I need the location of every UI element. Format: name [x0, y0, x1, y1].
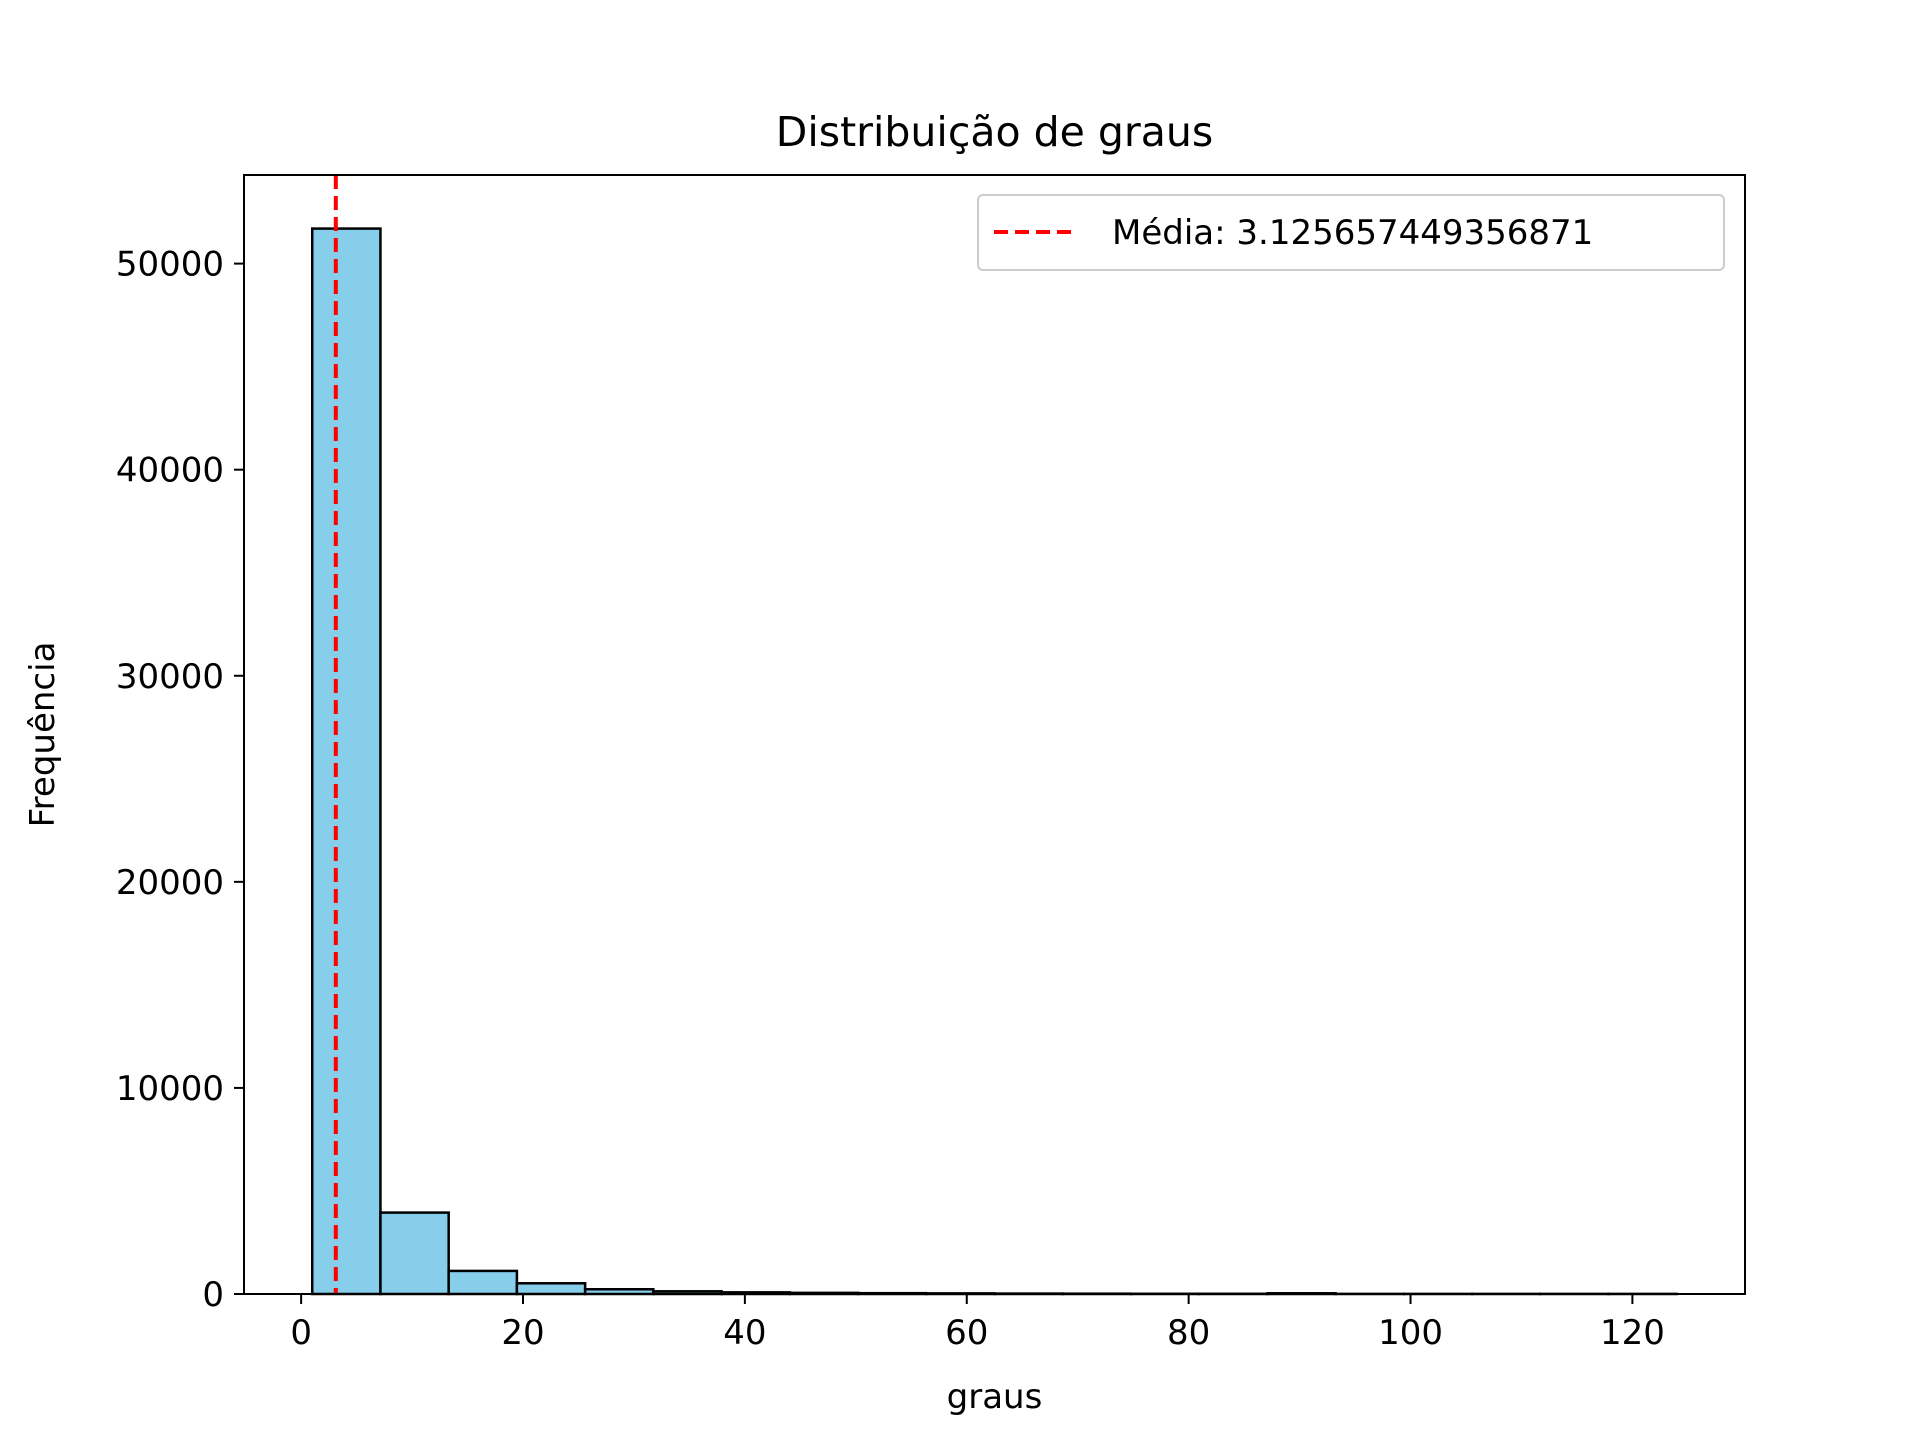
- histogram-bar: [447, 1269, 519, 1296]
- legend-mean-label: Média: 3.125657449356871: [1112, 213, 1593, 253]
- x-axis-label: graus: [947, 1377, 1043, 1417]
- y-axis-ticks: 0 10000 20000 30000 40000 50000: [116, 245, 244, 1315]
- y-tick-label: 30000: [116, 657, 224, 697]
- y-tick-label: 40000: [116, 451, 224, 491]
- x-tick-label: 80: [1167, 1313, 1210, 1353]
- x-tick-label: 0: [290, 1313, 312, 1353]
- histogram-bar: [310, 227, 382, 1296]
- y-axis-label: Frequência: [23, 642, 63, 828]
- legend: Média: 3.125657449356871: [977, 194, 1725, 271]
- histogram-bar: [379, 1211, 450, 1296]
- y-tick-label: 10000: [116, 1069, 224, 1109]
- chart-title: Distribuição de graus: [776, 108, 1213, 156]
- y-tick-label: 20000: [116, 863, 224, 903]
- x-tick-label: 20: [501, 1313, 544, 1353]
- y-tick-label: 50000: [116, 245, 224, 285]
- x-tick-label: 40: [723, 1313, 766, 1353]
- x-tick-label: 100: [1378, 1313, 1443, 1353]
- histogram-bar: [515, 1282, 587, 1296]
- x-tick-label: 120: [1600, 1313, 1665, 1353]
- legend-box: [977, 194, 1725, 271]
- y-tick-label: 0: [202, 1275, 224, 1315]
- x-tick-label: 60: [945, 1313, 988, 1353]
- axes-frame: [243, 174, 1746, 1295]
- x-axis-ticks: 0 20 40 60 80 100 120: [290, 1294, 1665, 1353]
